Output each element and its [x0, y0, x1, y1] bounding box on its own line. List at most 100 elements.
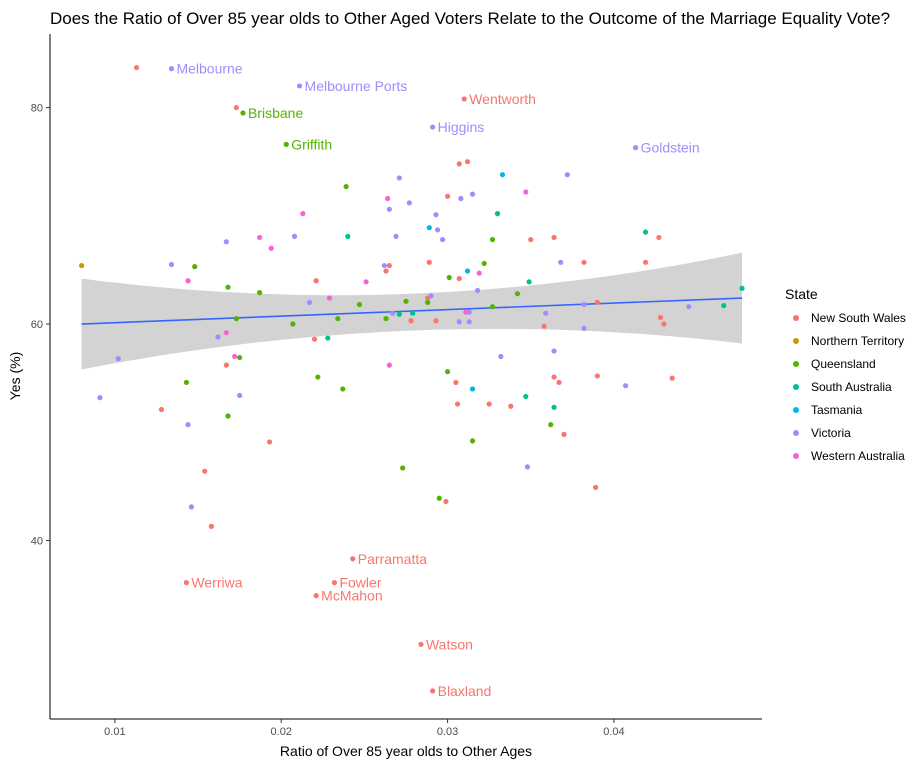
- labeled-data-point: [313, 593, 319, 599]
- data-point: [657, 314, 664, 321]
- data-point: [291, 233, 298, 239]
- data-point: [543, 310, 549, 316]
- point-label: Blaxland: [438, 683, 492, 699]
- legend-label: Victoria: [811, 426, 851, 440]
- data-point: [466, 319, 472, 325]
- x-tick-label: 0.04: [603, 726, 624, 738]
- data-point: [326, 295, 333, 301]
- data-point: [202, 468, 208, 474]
- data-point: [386, 206, 392, 212]
- data-point: [439, 237, 446, 243]
- data-point: [551, 374, 557, 380]
- data-point: [594, 299, 600, 305]
- data-point: [386, 362, 392, 368]
- data-point: [340, 386, 346, 392]
- data-point: [551, 348, 557, 354]
- labeled-data-point: [183, 580, 190, 586]
- data-point: [158, 406, 165, 413]
- data-point: [223, 239, 229, 245]
- labeled-data-point: [430, 688, 436, 694]
- data-point: [508, 403, 514, 409]
- data-point: [476, 270, 482, 276]
- data-point: [390, 310, 396, 316]
- data-point: [523, 393, 529, 400]
- data-point: [311, 336, 318, 342]
- data-point: [408, 318, 414, 324]
- data-point: [454, 401, 461, 407]
- data-point: [79, 262, 85, 269]
- labeled-data-point: [296, 83, 303, 89]
- data-point: [528, 237, 534, 243]
- data-point: [257, 234, 263, 241]
- data-point: [393, 233, 399, 239]
- data-point: [469, 386, 476, 392]
- data-point: [564, 172, 570, 178]
- labeled-data-point: [461, 96, 467, 102]
- y-ticks: 40 60 80: [31, 103, 50, 547]
- data-point: [410, 310, 416, 316]
- data-point: [225, 413, 231, 419]
- point-label: Fowler: [339, 575, 381, 591]
- data-point: [306, 299, 313, 305]
- point-label: McMahon: [321, 588, 382, 604]
- point-label: Goldstein: [641, 140, 700, 156]
- data-point: [208, 523, 214, 529]
- data-point: [489, 304, 496, 310]
- data-point: [581, 259, 587, 265]
- labeled-data-point: [240, 110, 246, 116]
- data-point: [436, 495, 442, 501]
- data-point: [486, 401, 492, 407]
- data-point: [185, 278, 191, 284]
- data-point: [225, 284, 231, 290]
- data-point: [474, 287, 481, 294]
- data-point: [594, 373, 600, 379]
- data-point: [581, 325, 587, 331]
- data-point: [300, 211, 306, 217]
- data-point: [97, 395, 103, 401]
- data-point: [686, 304, 692, 310]
- axes: [49, 34, 762, 720]
- legend-label: Queensland: [811, 357, 876, 371]
- data-point: [381, 262, 387, 269]
- data-point: [237, 354, 243, 361]
- x-tick-label: 0.03: [437, 726, 458, 738]
- data-point: [133, 64, 140, 71]
- data-point: [446, 274, 452, 281]
- data-point: [268, 245, 274, 251]
- data-point: [458, 195, 464, 202]
- data-point: [481, 260, 487, 267]
- data-point: [514, 291, 521, 297]
- points-layer: [79, 64, 745, 694]
- data-point: [656, 234, 662, 241]
- data-point: [453, 379, 459, 386]
- data-point: [232, 353, 238, 360]
- labeled-data-point: [283, 141, 289, 147]
- data-point: [386, 262, 392, 269]
- data-point: [464, 159, 471, 165]
- labeled-data-point: [350, 556, 356, 562]
- data-point: [290, 321, 296, 327]
- data-point: [456, 275, 462, 282]
- data-point: [443, 498, 449, 505]
- point-label: Parramatta: [358, 551, 427, 567]
- labeled-data-point: [168, 66, 175, 72]
- data-point: [335, 316, 341, 322]
- data-point: [403, 298, 409, 304]
- data-point: [622, 383, 629, 389]
- data-point: [581, 301, 587, 308]
- labeled-data-point: [331, 580, 338, 586]
- data-point: [498, 353, 504, 360]
- legend: State New South Wales Northern Territory Q…: [785, 286, 906, 463]
- labeled-data-point: [632, 145, 639, 151]
- point-label: Griffith: [291, 136, 332, 152]
- data-point: [593, 484, 599, 491]
- data-point: [739, 285, 745, 291]
- data-point: [469, 191, 476, 197]
- data-point: [526, 279, 532, 285]
- legend-key: [793, 338, 799, 344]
- point-label: Werriwa: [191, 575, 242, 591]
- data-point: [661, 321, 667, 327]
- data-point: [237, 392, 243, 399]
